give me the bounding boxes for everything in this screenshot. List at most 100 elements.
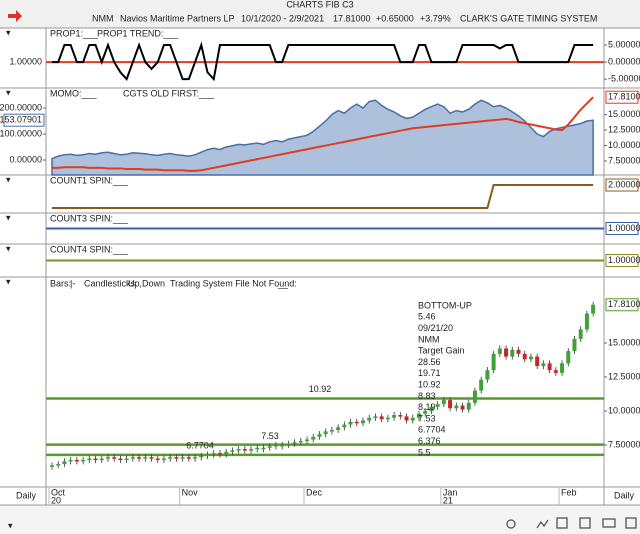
candle (466, 402, 471, 410)
current-value: 17.81000 (608, 299, 640, 309)
candle (572, 338, 577, 352)
candle (130, 457, 135, 459)
current-value: 17.81000 (608, 92, 640, 102)
candle (81, 459, 86, 462)
layout-icon[interactable] (579, 517, 591, 529)
candle (323, 431, 328, 435)
bottom-toolbar (0, 505, 640, 534)
candle (56, 464, 61, 466)
candle (211, 453, 216, 455)
candle (361, 420, 365, 424)
tick-label: 12.50000 (608, 371, 640, 381)
candle (286, 443, 291, 446)
current-value: 1.00000 (608, 223, 640, 233)
candle (149, 457, 154, 459)
company: Navios Maritime Partners LP (120, 13, 235, 23)
annotation: NMM (418, 334, 440, 344)
indicator-line (52, 41, 594, 82)
window-icon[interactable] (602, 518, 616, 528)
zoom-icon[interactable] (506, 519, 516, 529)
tick-label: 100.00000 (0, 128, 42, 138)
candle (553, 370, 558, 373)
indicator-line (52, 184, 594, 210)
candle (535, 356, 540, 367)
annotation: 5.5 (418, 447, 431, 457)
candle (591, 304, 596, 314)
candle (280, 444, 285, 447)
tick-label: 0.00000 (608, 56, 640, 66)
tick-label: 10.00000 (608, 140, 640, 150)
candle (205, 454, 210, 456)
tsf-label: Trading System File Not Found: (170, 278, 297, 288)
x-tick-label: Jan (443, 487, 458, 497)
candle (441, 400, 446, 405)
level-label: 10.92 (309, 384, 332, 394)
tick-label: 5.00000 (608, 39, 640, 49)
candle (118, 458, 123, 461)
candle (348, 421, 353, 425)
tick-label: 7.50000 (608, 155, 640, 165)
symbol: NMM (92, 13, 114, 23)
tick-label: -5.00000 (608, 74, 640, 84)
candle (528, 356, 533, 360)
annotation: 6.376 (418, 436, 441, 446)
candle (180, 457, 185, 459)
candle (485, 370, 490, 380)
candle (354, 421, 359, 424)
settings-icon[interactable] (625, 517, 637, 529)
x-tick-label: Feb (561, 487, 577, 497)
current-value: 1.00000 (608, 255, 640, 265)
dropdown-caret: ▾ (6, 243, 11, 253)
panel-title: MOMO:___ (50, 88, 98, 98)
candle (261, 447, 266, 450)
x-year-label: 20 (51, 495, 61, 505)
candle (329, 430, 334, 432)
title-bar (0, 0, 640, 28)
dropdown-caret: ▾ (6, 174, 11, 184)
candle (112, 457, 117, 459)
candle (305, 439, 310, 442)
tick-label: 12.50000 (608, 124, 640, 134)
annotation: Target Gain (418, 346, 465, 356)
tick-label: 0.00000 (9, 154, 42, 164)
candle (584, 313, 589, 330)
panel-title: COUNT4 SPIN:___ (50, 244, 129, 254)
current-value-box (605, 298, 639, 312)
annotation: 8.83 (418, 391, 436, 401)
change: +0.65000 (376, 13, 414, 23)
annotation: 5.46 (418, 312, 436, 322)
panel-icon[interactable] (556, 517, 568, 529)
candle (566, 351, 571, 364)
dropdown-caret: ▾ (6, 87, 11, 97)
candle (255, 447, 260, 450)
annotation: 6.7704 (418, 425, 446, 435)
candle (105, 457, 110, 459)
up-label: Up (128, 278, 140, 288)
line-icon[interactable] (536, 519, 549, 529)
dropdown-caret: ▾ (6, 27, 11, 37)
candle (87, 458, 92, 461)
window-title: CHARTS FIB C3 (286, 0, 353, 9)
candle (522, 353, 527, 360)
tick-label: 15.00000 (608, 109, 640, 119)
panel-title: COUNT3 SPIN:___ (50, 213, 129, 223)
trend-line (52, 96, 594, 172)
back-arrow[interactable] (8, 10, 22, 22)
dropdown-caret[interactable]: ▾ (8, 520, 13, 530)
candle (224, 451, 229, 455)
current-value-box (3, 113, 45, 127)
x-tick-label: Oct (51, 487, 66, 497)
candle (454, 405, 459, 409)
x-tick-label: Nov (182, 487, 199, 497)
annotation: 19.71 (418, 368, 441, 378)
candle (68, 459, 73, 462)
last-price: 17.81000 (333, 13, 371, 23)
candle (143, 457, 148, 459)
level-label: 6.7704 (186, 440, 214, 450)
candle (541, 363, 546, 367)
change-pct: +3.79% (420, 13, 451, 23)
momentum-area (51, 99, 594, 176)
candle (367, 417, 372, 421)
candle (168, 457, 173, 459)
candle (560, 363, 565, 373)
